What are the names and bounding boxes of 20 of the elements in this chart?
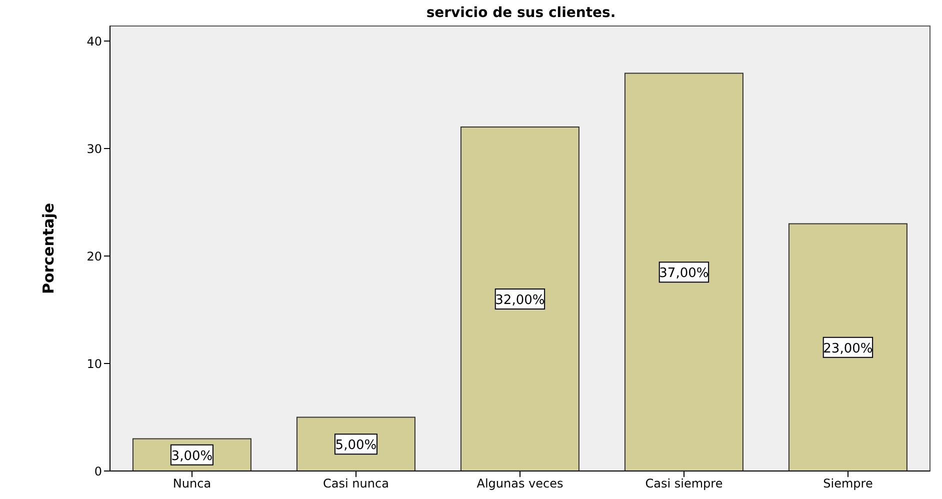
x-tick-label: Nunca [172,476,212,491]
data-label: 5,00% [335,438,377,454]
y-tick-label: 40 [86,34,102,48]
y-tick-label: 10 [86,356,102,371]
bar [788,223,908,471]
x-tick-label: Algunas veces [476,476,564,491]
data-label: 32,00% [495,293,545,308]
data-label: 3,00% [171,448,213,464]
y-tick-label: 30 [86,142,102,156]
x-tick-label: Casi nunca [323,476,389,491]
data-label: 23,00% [823,341,873,356]
x-tick-label: Casi siempre [645,476,723,491]
x-tick-label: Siempre [823,476,873,491]
y-axis-title: Porcentaje [39,202,58,294]
chart-title: servicio de sus clientes. [425,5,617,21]
y-tick-label: 0 [94,464,102,478]
data-label: 37,00% [659,266,709,282]
y-tick-label: 20 [86,249,102,264]
bar [624,72,744,471]
bar [460,126,580,471]
